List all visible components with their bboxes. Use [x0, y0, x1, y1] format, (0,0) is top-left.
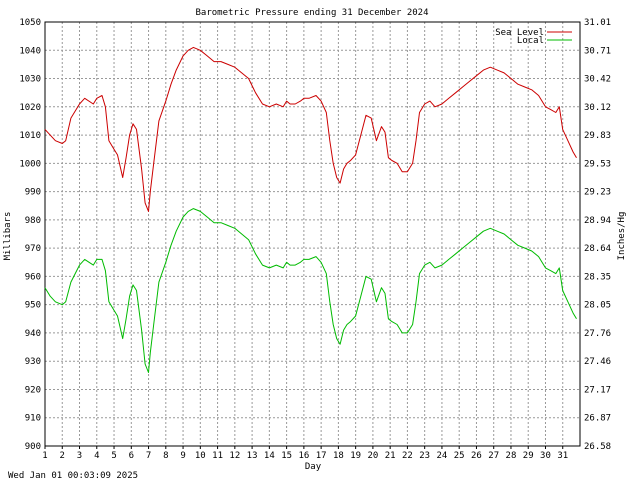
x-tick-label: 5 — [111, 451, 116, 461]
x-tick-label: 25 — [454, 451, 465, 461]
x-tick-label: 28 — [506, 451, 517, 461]
y-tick-label-right: 28.35 — [584, 272, 611, 282]
x-tick-label: 9 — [180, 451, 185, 461]
y-tick-label-right: 27.76 — [584, 329, 611, 339]
y-tick-label-right: 30.71 — [584, 46, 611, 56]
y-tick-label-left: 980 — [25, 216, 41, 226]
y-tick-label-right: 28.94 — [584, 216, 611, 226]
y-tick-label-right: 28.64 — [584, 244, 611, 254]
x-tick-label: 4 — [94, 451, 99, 461]
y-tick-label-right: 29.53 — [584, 159, 611, 169]
y-tick-label-right: 30.12 — [584, 103, 611, 113]
y-tick-label-right: 29.23 — [584, 188, 611, 198]
timestamp: Wed Jan 01 00:03:09 2025 — [8, 471, 138, 480]
x-tick-label: 2 — [60, 451, 65, 461]
x-tick-label: 14 — [264, 451, 275, 461]
y-tick-label-right: 31.01 — [584, 18, 611, 28]
x-tick-label: 13 — [247, 451, 258, 461]
x-tick-label: 29 — [523, 451, 534, 461]
x-tick-label: 16 — [298, 451, 309, 461]
y-tick-label-right: 30.42 — [584, 75, 611, 85]
y-tick-label-left: 1000 — [19, 159, 41, 169]
x-tick-label: 18 — [333, 451, 344, 461]
y-tick-label-left: 1040 — [19, 46, 41, 56]
y-tick-label-left: 1020 — [19, 103, 41, 113]
legend-local-label: Local — [517, 36, 544, 46]
plot-frame — [44, 21, 581, 447]
x-tick-label: 30 — [540, 451, 551, 461]
x-tick-label: 23 — [419, 451, 430, 461]
legend: Sea Level Local — [495, 28, 572, 46]
y-tick-label-right: 26.58 — [584, 442, 611, 452]
y-tick-label-left: 900 — [25, 442, 41, 452]
x-tick-label: 27 — [488, 451, 499, 461]
x-tick-label: 19 — [350, 451, 361, 461]
x-tick-label: 10 — [195, 451, 206, 461]
x-tick-label: 6 — [129, 451, 134, 461]
y-tick-label-left: 1010 — [19, 131, 41, 141]
y-tick-label-left: 950 — [25, 301, 41, 311]
grid — [45, 22, 580, 446]
y-tick-label-left: 940 — [25, 329, 41, 339]
x-tick-label: 11 — [212, 451, 223, 461]
y-tick-label-right: 27.17 — [584, 385, 611, 395]
x-tick-label: 31 — [557, 451, 568, 461]
y-tick-label-left: 1030 — [19, 75, 41, 85]
y-tick-label-left: 970 — [25, 244, 41, 254]
sea-level-line — [44, 46, 577, 212]
y-tick-label-right: 29.83 — [584, 131, 611, 141]
x-tick-label: 22 — [402, 451, 413, 461]
legend-sea-level-label: Sea Level — [495, 28, 544, 38]
x-tick-label: 26 — [471, 451, 482, 461]
y-tick-label-left: 930 — [25, 357, 41, 367]
x-tick-label: 3 — [77, 451, 82, 461]
x-tick-label: 21 — [385, 451, 396, 461]
y-tick-label-left: 920 — [25, 385, 41, 395]
ticks: 1 2 3 4 5 6 7 8 9 10 11 12 13 14 15 16 17 18 19 20 21 22 23 24 2… — [19, 18, 611, 461]
y-tick-label-right: 26.87 — [584, 414, 611, 424]
x-axis-label: Day — [305, 462, 322, 472]
y-tick-label-left: 960 — [25, 272, 41, 282]
y-axis-label-left: Millibars — [3, 212, 13, 261]
x-tick-label: 7 — [146, 451, 151, 461]
y-tick-label-right: 28.05 — [584, 301, 611, 311]
x-tick-label: 1 — [42, 451, 47, 461]
y-tick-label-left: 1050 — [19, 18, 41, 28]
x-tick-label: 17 — [316, 451, 327, 461]
x-tick-label: 24 — [437, 451, 448, 461]
y-tick-label-right: 27.46 — [584, 357, 611, 367]
x-tick-label: 20 — [367, 451, 378, 461]
y-axis-label-right: Inches/Hg — [617, 212, 627, 261]
chart-title: Barometric Pressure ending 31 December 2… — [196, 8, 429, 18]
local-line — [44, 208, 577, 373]
series-lines — [44, 46, 577, 373]
y-tick-label-left: 910 — [25, 414, 41, 424]
y-tick-label-left: 990 — [25, 188, 41, 198]
x-tick-label: 15 — [281, 451, 292, 461]
x-tick-label: 8 — [163, 451, 168, 461]
x-tick-label: 12 — [229, 451, 240, 461]
